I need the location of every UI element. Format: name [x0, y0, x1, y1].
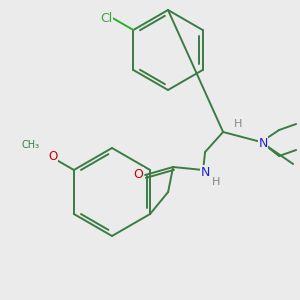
Text: N: N [200, 166, 210, 178]
Text: H: H [212, 177, 220, 187]
Text: O: O [48, 151, 57, 164]
Text: H: H [234, 119, 242, 129]
Text: O: O [133, 167, 143, 181]
Text: N: N [258, 136, 268, 149]
Text: Cl: Cl [100, 11, 112, 25]
Text: CH₃: CH₃ [22, 140, 40, 150]
